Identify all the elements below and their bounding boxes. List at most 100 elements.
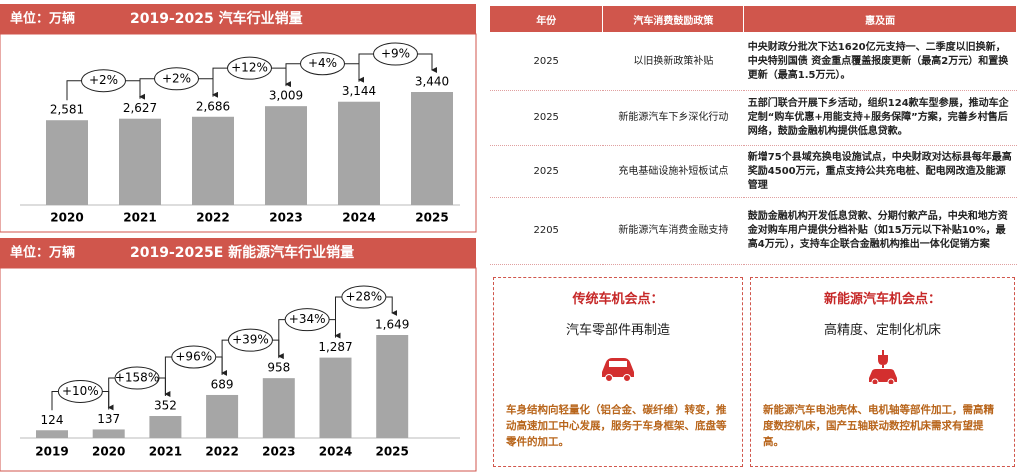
- table-cell: 2025: [489, 145, 603, 198]
- growth-bubble: [227, 56, 272, 80]
- value-label: 3,144: [342, 84, 376, 98]
- bar: [119, 118, 161, 205]
- charts: 单位：万辆 2019-2025 汽车行业销量 2,581 2020 2,627 2021 2…: [0, 4, 477, 472]
- table-cell: 中央财政分批次下达1620亿元支持一、二季度以旧换新，中央特别国债 资金重点覆盖…: [743, 32, 1017, 91]
- value-label: 352: [154, 399, 177, 413]
- value-label: 689: [211, 377, 234, 391]
- chart-title: 2019-2025E 新能源汽车行业销量: [130, 244, 354, 261]
- header-cell: 年份: [488, 5, 604, 33]
- growth-label: +34%: [289, 312, 326, 326]
- table-cell: 新能源汽车下乡深化行动: [602, 90, 744, 146]
- car-icon: [602, 358, 634, 382]
- header-cell: 惠及面: [743, 5, 1017, 33]
- growth-bubble: [341, 285, 387, 309]
- value-label: 2,581: [50, 103, 84, 117]
- bar: [46, 120, 88, 205]
- growth-bubble: [81, 69, 126, 93]
- panel-header: [0, 4, 476, 34]
- bar: [36, 430, 68, 438]
- card: 传统车机会点： 汽车零部件再制造 车身结构向轻量化（铝合金、碳纤维）转变，推动高…: [493, 277, 743, 467]
- growth-bubble: [373, 42, 418, 66]
- x-tick-label: 2022: [196, 211, 229, 225]
- card-title: 新能源汽车机会点：: [823, 292, 941, 307]
- growth-bubble: [114, 366, 160, 390]
- x-tick-label: 2025: [375, 445, 408, 459]
- growth-label: +12%: [231, 61, 268, 75]
- table-cell: 2205: [489, 197, 603, 265]
- bar: [262, 378, 295, 438]
- table-row: 2025 充电基础设施补短板试点 新增75个县域充换电设施试点，中央财政对达标县每年…: [489, 145, 1017, 198]
- table-cell: 新能源汽车消费金融支持: [602, 197, 744, 265]
- table-row: 2025 以旧换新政策补贴 中央财政分批次下达1620亿元支持一、二季度以旧换新，中…: [489, 32, 1017, 91]
- table-row: 2025 新能源汽车下乡深化行动 五部门联合开展下乡活动，组织124款车型参展，推动…: [489, 90, 1017, 146]
- value-label: 137: [97, 412, 120, 426]
- growth-label: +96%: [175, 349, 212, 363]
- table-cell: 充电基础设施补短板试点: [602, 145, 744, 198]
- ev-icon: [868, 350, 897, 386]
- growth-bubble: [300, 52, 345, 76]
- table-cell: 五部门联合开展下乡活动，组织124款车型参展，推动车企定制“购车优惠+用能支持+…: [743, 90, 1017, 146]
- header-row: 年份 汽车消费鼓励政策 惠及面: [488, 5, 1017, 33]
- table-cell: 鼓励金融机构开发低息贷款、分期付款产品，中央和地方资金对购车用户提供分档补贴（如…: [743, 197, 1017, 265]
- chart-title: 2019-2025 汽车行业销量: [130, 10, 303, 27]
- growth-bubble: [227, 328, 273, 352]
- growth-bubble: [154, 67, 199, 91]
- card-text: 车身结构向轻量化（铝合金、碳纤维）转变，推动高速加工中心发展，服务于车身框架、底…: [506, 404, 727, 448]
- table-cell: 新增75个县域充换电设施试点，中央财政对达标县每年最高奖励4500万元，重点支持…: [743, 145, 1017, 198]
- growth-bubble: [171, 345, 217, 369]
- x-tick-label: 2020: [92, 445, 125, 459]
- value-label: 124: [41, 413, 64, 427]
- bar: [376, 335, 409, 438]
- card-subtitle: 汽车零部件再制造: [565, 323, 670, 338]
- x-tick-label: 2023: [262, 445, 295, 459]
- table-row: 2205 新能源汽车消费金融支持 鼓励金融机构开发低息贷款、分期付款产品，中央和地方…: [489, 197, 1017, 265]
- bar: [319, 357, 352, 438]
- card-text: 新能源汽车电池壳体、电机轴等部件加工，需高精度数控机床，国产五轴联动数控机床需求…: [763, 404, 994, 448]
- table-cell: 以旧换新政策补贴: [602, 32, 744, 91]
- growth-bubble: [284, 308, 330, 332]
- x-tick-label: 2020: [50, 211, 83, 225]
- value-label: 3,009: [269, 89, 303, 103]
- x-tick-label: 2024: [319, 445, 352, 459]
- x-tick-label: 2021: [149, 445, 182, 459]
- bar: [149, 416, 182, 438]
- header-cell: 汽车消费鼓励政策: [602, 5, 745, 33]
- value-label: 3,440: [415, 75, 449, 89]
- growth-label: +9%: [381, 47, 410, 61]
- growth-label: +2%: [162, 71, 191, 85]
- x-tick-label: 2022: [205, 445, 238, 459]
- growth-label: +4%: [308, 56, 337, 70]
- bar: [265, 106, 307, 205]
- x-tick-label: 2019: [35, 445, 68, 459]
- value-label: 1,649: [375, 318, 409, 332]
- growth-label: +39%: [232, 333, 269, 347]
- growth-label: +158%: [115, 371, 159, 385]
- bar: [192, 116, 234, 205]
- x-tick-label: 2021: [123, 211, 156, 225]
- value-label: 1,287: [318, 340, 352, 354]
- unit-label: 单位：万辆: [10, 245, 75, 261]
- unit-label: 单位：万辆: [10, 11, 75, 27]
- bar: [338, 101, 380, 205]
- card: 新能源汽车机会点： 高精度、定制化机床 新能源汽车电池壳体、电机轴等部件加工，需…: [750, 277, 1015, 467]
- value-label: 958: [267, 361, 290, 375]
- bar: [92, 429, 125, 438]
- table-cell: 2025: [489, 90, 603, 146]
- growth-label: +28%: [345, 290, 382, 304]
- x-tick-label: 2023: [269, 211, 302, 225]
- bar: [206, 394, 239, 438]
- value-label: 2,686: [196, 99, 230, 113]
- growth-bubble: [57, 379, 103, 403]
- table-cell: 2025: [489, 32, 603, 91]
- value-label: 2,627: [123, 101, 157, 115]
- bar: [411, 92, 453, 205]
- growth-label: +10%: [62, 384, 99, 398]
- growth-label: +2%: [89, 73, 118, 87]
- x-tick-label: 2024: [342, 211, 375, 225]
- card-subtitle: 高精度、定制化机床: [823, 323, 941, 338]
- panel-header: [0, 238, 476, 268]
- x-tick-label: 2025: [415, 211, 448, 225]
- card-title: 传统车机会点：: [572, 292, 664, 307]
- policy-table: 年份 汽车消费鼓励政策 惠及面 2025 以旧换新政策补贴 中央财政分批次下达1620亿元…: [488, 5, 1017, 265]
